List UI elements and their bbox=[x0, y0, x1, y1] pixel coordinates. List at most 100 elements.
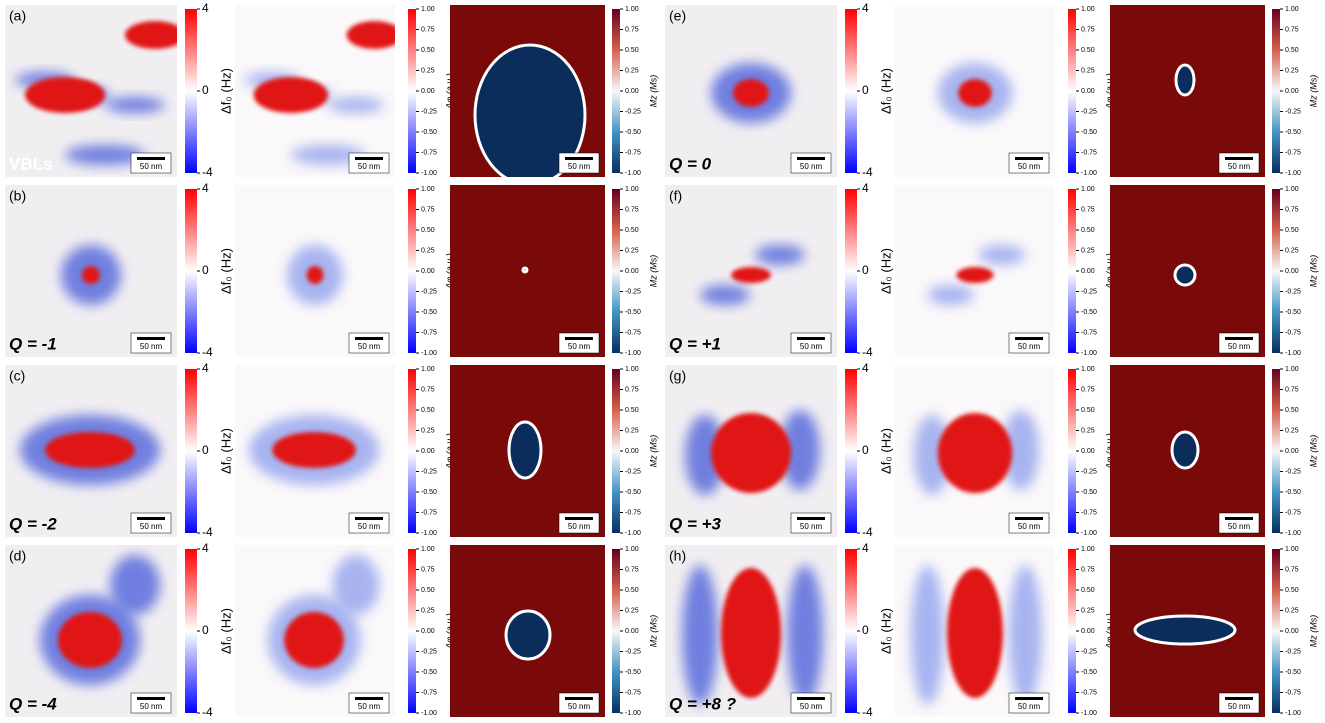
colorbar-tick-label: 4 bbox=[862, 361, 869, 375]
colorbar bbox=[1272, 9, 1280, 173]
colorbar-tick-label: 1.00 bbox=[625, 546, 639, 553]
colorbar-tick-label: -0.50 bbox=[625, 489, 641, 496]
colorbar-label: Δf₀ (Hz) bbox=[218, 68, 233, 114]
colorbar-tick-label: -1.00 bbox=[421, 710, 437, 717]
blob-red bbox=[58, 612, 122, 668]
colorbar-tick-label: 0 bbox=[202, 83, 209, 97]
colorbar bbox=[1068, 189, 1076, 353]
blob-red bbox=[947, 568, 1003, 698]
colorbar-tick-label: -0.50 bbox=[1285, 669, 1301, 676]
colorbar-tick-label: -4 bbox=[202, 165, 213, 179]
scale-bar bbox=[797, 697, 825, 700]
blob-blue bbox=[700, 285, 750, 305]
panel: 50 nm 1.00 0.75 0.50 0.25 0.00 -0.25 -0.50 -0.75… bbox=[450, 5, 658, 177]
blob-blue bbox=[910, 565, 945, 705]
colorbar-tick-label: -0.25 bbox=[1285, 108, 1301, 115]
colorbar-label: Δφ (a.u.) bbox=[1104, 253, 1114, 289]
colorbar-tick-label: 1.00 bbox=[1081, 366, 1095, 373]
colorbar-tick-label: -0.25 bbox=[1081, 648, 1097, 655]
scale-bar-label: 50 nm bbox=[1228, 522, 1251, 531]
colorbar-tick-label: -1.00 bbox=[1081, 170, 1097, 177]
colorbar-label: Δf₀ (Hz) bbox=[878, 428, 893, 474]
colorbar bbox=[845, 369, 857, 533]
colorbar-tick-label: 0.00 bbox=[421, 628, 435, 635]
colorbar-tick-label: -0.75 bbox=[1081, 509, 1097, 516]
colorbar-tick-label: 0.00 bbox=[1081, 88, 1095, 95]
scale-bar bbox=[565, 157, 593, 160]
colorbar-tick-label: -0.50 bbox=[421, 669, 437, 676]
domain bbox=[473, 43, 587, 177]
colorbar-label: Δf₀ (Hz) bbox=[878, 608, 893, 654]
panel: 50 nm (f) Q = +1 4 0 -4 Δf₀ (Hz) bbox=[665, 181, 893, 359]
colorbar-tick-label: -0.25 bbox=[625, 468, 641, 475]
colorbar-tick-label: 4 bbox=[202, 361, 209, 375]
scale-bar bbox=[565, 337, 593, 340]
colorbar-tick-label: 4 bbox=[862, 1, 869, 15]
colorbar-tick-label: -4 bbox=[202, 525, 213, 539]
scale-bar-label: 50 nm bbox=[358, 162, 381, 171]
scale-bar-label: 50 nm bbox=[140, 522, 163, 531]
image bbox=[1110, 185, 1265, 357]
colorbar-tick-label: -0.25 bbox=[1285, 648, 1301, 655]
scale-bar-label: 50 nm bbox=[140, 342, 163, 351]
colorbar-tick-label: -0.75 bbox=[1081, 149, 1097, 156]
image bbox=[450, 5, 605, 177]
colorbar-tick-label: -0.25 bbox=[421, 468, 437, 475]
scale-bar bbox=[1225, 697, 1253, 700]
panel: 50 nm (g) Q = +3 4 0 -4 Δf₀ (Hz) bbox=[665, 361, 893, 539]
colorbar-tick-label: 0.00 bbox=[421, 448, 435, 455]
scale-bar-label: 50 nm bbox=[1018, 702, 1041, 711]
scale-bar-label: 50 nm bbox=[358, 702, 381, 711]
colorbar-tick-label: 0.50 bbox=[1285, 587, 1299, 594]
panel-label: (e) bbox=[669, 8, 686, 24]
colorbar-tick-label: 0.00 bbox=[625, 88, 639, 95]
colorbar-tick-label: 0.50 bbox=[625, 587, 639, 594]
colorbar-tick-label: -1.00 bbox=[1081, 530, 1097, 537]
colorbar-tick-label: 0.75 bbox=[421, 566, 435, 573]
image bbox=[5, 185, 177, 357]
colorbar-tick-label: 0.75 bbox=[421, 386, 435, 393]
panel: 50 nm 1.00 0.75 0.50 0.25 0.00 -0.25 -0.50 -0.75… bbox=[1110, 185, 1318, 357]
colorbar-tick-label: 0.50 bbox=[1285, 47, 1299, 54]
domain bbox=[1133, 614, 1237, 646]
scale-bar-label: 50 nm bbox=[800, 522, 823, 531]
colorbar bbox=[408, 549, 416, 713]
colorbar-tick-label: -0.25 bbox=[625, 288, 641, 295]
panel: 50 nm 1.00 0.75 0.50 0.25 0.00 -0.25 -0.50 -0.75… bbox=[235, 545, 454, 717]
colorbar-tick-label: -1.00 bbox=[1285, 710, 1301, 717]
panel: 50 nm (c) Q = -2 4 0 -4 Δf₀ (Hz) bbox=[5, 361, 233, 539]
image bbox=[895, 545, 1055, 717]
colorbar-tick-label: -0.50 bbox=[1081, 489, 1097, 496]
colorbar-tick-label: 0.25 bbox=[1081, 67, 1095, 74]
colorbar-tick-label: 4 bbox=[862, 181, 869, 195]
colorbar bbox=[845, 9, 857, 173]
colorbar-tick-label: 0.50 bbox=[1081, 587, 1095, 594]
colorbar bbox=[408, 369, 416, 533]
scale-bar bbox=[355, 517, 383, 520]
panel: 50 nm 1.00 0.75 0.50 0.25 0.00 -0.25 -0.50 -0.75… bbox=[235, 185, 454, 357]
colorbar-tick-label: -0.25 bbox=[421, 108, 437, 115]
image bbox=[895, 365, 1055, 537]
colorbar-tick-label: -0.75 bbox=[1285, 329, 1301, 336]
colorbar-label: Mz (Ms) bbox=[1308, 435, 1318, 468]
colorbar-tick-label: 0 bbox=[862, 443, 869, 457]
colorbar bbox=[845, 189, 857, 353]
colorbar-tick-label: -0.50 bbox=[1081, 309, 1097, 316]
colorbar-tick-label: 1.00 bbox=[421, 366, 435, 373]
panel: 50 nm (a) VBLs 4 0 -4 Δf₀ (Hz) bbox=[5, 1, 233, 179]
colorbar-tick-label: 0.25 bbox=[625, 247, 639, 254]
colorbar-label: Mz (Ms) bbox=[648, 615, 658, 648]
colorbar-tick-label: 0.25 bbox=[1081, 247, 1095, 254]
panel-label: (b) bbox=[9, 188, 26, 204]
panel: 50 nm 1.00 0.75 0.50 0.25 0.00 -0.25 -0.50 -0.75… bbox=[895, 5, 1114, 177]
colorbar-tick-label: 0.50 bbox=[625, 47, 639, 54]
colorbar-label: Δφ (a.u.) bbox=[444, 433, 454, 469]
colorbar-tick-label: 0 bbox=[202, 443, 209, 457]
colorbar-tick-label: 0.50 bbox=[1081, 407, 1095, 414]
colorbar-tick-label: 4 bbox=[202, 541, 209, 555]
colorbar-tick-label: -0.25 bbox=[421, 648, 437, 655]
colorbar-tick-label: 0.75 bbox=[625, 386, 639, 393]
colorbar-tick-label: 0.75 bbox=[421, 26, 435, 33]
image bbox=[235, 545, 395, 717]
domain bbox=[521, 266, 529, 274]
